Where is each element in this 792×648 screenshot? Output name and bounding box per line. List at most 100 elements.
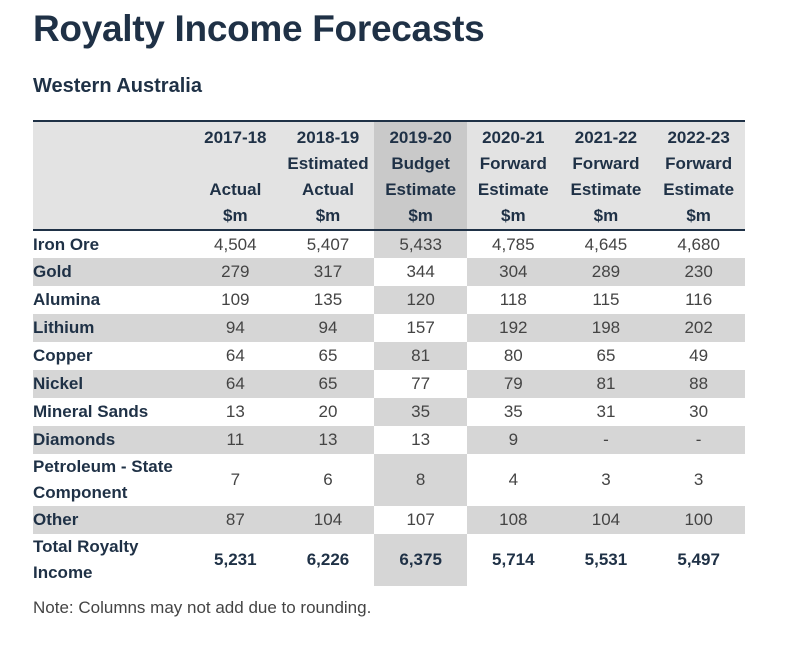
table-cell: 11 <box>189 426 282 454</box>
table-row: Petroleum - State Component 7 6 8 4 3 3 <box>33 454 745 506</box>
row-label: Total Royalty Income <box>33 534 189 586</box>
table-cell: 88 <box>652 370 745 398</box>
table-cell: 64 <box>189 370 282 398</box>
table-row: Nickel 64 65 77 79 81 88 <box>33 370 745 398</box>
table-cell: 4,645 <box>559 230 653 258</box>
row-label: Diamonds <box>33 426 189 454</box>
table-row: Copper 64 65 81 80 65 49 <box>33 342 745 370</box>
table-cell: 94 <box>281 314 375 342</box>
table-cell: 3 <box>652 454 745 506</box>
row-label: Iron Ore <box>33 230 189 258</box>
total-cell: 6,375 <box>374 534 467 586</box>
table-row: Mineral Sands 13 20 35 35 31 30 <box>33 398 745 426</box>
table-cell: 120 <box>374 286 467 314</box>
footnote: Note: Columns may not add due to roundin… <box>33 598 372 617</box>
table-cell: 100 <box>652 506 745 534</box>
table-cell: 157 <box>374 314 467 342</box>
table-cell: 31 <box>559 398 653 426</box>
table-cell: 135 <box>281 286 375 314</box>
table-cell: 5,433 <box>374 230 467 258</box>
row-label: Alumina <box>33 286 189 314</box>
table-row: Other 87 104 107 108 104 100 <box>33 506 745 534</box>
total-cell: 5,497 <box>652 534 745 586</box>
table-cell: 202 <box>652 314 745 342</box>
table-cell: 4,785 <box>466 230 560 258</box>
table-cell: 13 <box>374 426 467 454</box>
table-cell: 118 <box>466 286 560 314</box>
table-cell: 104 <box>281 506 375 534</box>
table-cell: 8 <box>374 454 467 506</box>
table-cell: 344 <box>374 258 467 286</box>
column-header-highlighted: 2019-20 Budget Estimate $m <box>374 121 467 230</box>
table-cell: 65 <box>559 342 653 370</box>
table-cell: 35 <box>466 398 560 426</box>
table-header-row: 2017-18 Actual $m 2018-19 Estimated Actual $m… <box>33 121 745 230</box>
table-row: Alumina 109 135 120 118 115 116 <box>33 286 745 314</box>
table-cell: 115 <box>559 286 653 314</box>
table-cell: 94 <box>189 314 282 342</box>
table-cell: 198 <box>559 314 653 342</box>
column-header: 2018-19 Estimated Actual $m <box>281 121 375 230</box>
table-row: Gold 279 317 344 304 289 230 <box>33 258 745 286</box>
table-cell: 4 <box>466 454 560 506</box>
page-title: Royalty Income Forecasts <box>33 8 485 49</box>
table-cell: 107 <box>374 506 467 534</box>
table-cell: 108 <box>466 506 560 534</box>
header-label-cell <box>33 121 189 230</box>
total-cell: 5,714 <box>466 534 560 586</box>
royalty-forecast-table: 2017-18 Actual $m 2018-19 Estimated Actual $m… <box>33 120 745 586</box>
table-cell: 9 <box>466 426 560 454</box>
table-cell: 6 <box>281 454 375 506</box>
row-label: Other <box>33 506 189 534</box>
table-row: Iron Ore 4,504 5,407 5,433 4,785 4,645 4… <box>33 230 745 258</box>
row-label: Petroleum - State Component <box>33 454 189 506</box>
table-cell: 35 <box>374 398 467 426</box>
column-header: 2021-22 Forward Estimate $m <box>559 121 653 230</box>
table-cell: 30 <box>652 398 745 426</box>
table-cell: 304 <box>466 258 560 286</box>
column-header: 2022-23 Forward Estimate $m <box>652 121 745 230</box>
table-cell: - <box>652 426 745 454</box>
table-cell: 4,680 <box>652 230 745 258</box>
page-subtitle: Western Australia <box>33 75 202 97</box>
table-cell: 13 <box>281 426 375 454</box>
table-cell: 7 <box>189 454 282 506</box>
total-cell: 5,231 <box>189 534 282 586</box>
row-label: Mineral Sands <box>33 398 189 426</box>
table-cell: 4,504 <box>189 230 282 258</box>
table-cell: 192 <box>466 314 560 342</box>
row-label: Copper <box>33 342 189 370</box>
table-cell: 79 <box>466 370 560 398</box>
table-cell: 65 <box>281 342 375 370</box>
column-header: 2020-21 Forward Estimate $m <box>466 121 560 230</box>
table-cell: 81 <box>559 370 653 398</box>
table-row: Lithium 94 94 157 192 198 202 <box>33 314 745 342</box>
table-cell: 5,407 <box>281 230 375 258</box>
table-cell: 77 <box>374 370 467 398</box>
table-row: Diamonds 11 13 13 9 - - <box>33 426 745 454</box>
table-cell: 13 <box>189 398 282 426</box>
total-row: Total Royalty Income 5,231 6,226 6,375 5,… <box>33 534 745 586</box>
table-cell: 80 <box>466 342 560 370</box>
total-cell: 6,226 <box>281 534 375 586</box>
column-header: 2017-18 Actual $m <box>189 121 282 230</box>
table-cell: 64 <box>189 342 282 370</box>
table-cell: 289 <box>559 258 653 286</box>
table-cell: 104 <box>559 506 653 534</box>
table-cell: 87 <box>189 506 282 534</box>
row-label: Gold <box>33 258 189 286</box>
table-cell: 109 <box>189 286 282 314</box>
table-cell: 65 <box>281 370 375 398</box>
table-cell: 49 <box>652 342 745 370</box>
table-cell: 3 <box>559 454 653 506</box>
row-label: Lithium <box>33 314 189 342</box>
table-cell: 81 <box>374 342 467 370</box>
table-cell: 279 <box>189 258 282 286</box>
table-cell: 116 <box>652 286 745 314</box>
table-cell: 230 <box>652 258 745 286</box>
total-cell: 5,531 <box>559 534 653 586</box>
table-cell: 20 <box>281 398 375 426</box>
row-label: Nickel <box>33 370 189 398</box>
table-cell: - <box>559 426 653 454</box>
table-cell: 317 <box>281 258 375 286</box>
